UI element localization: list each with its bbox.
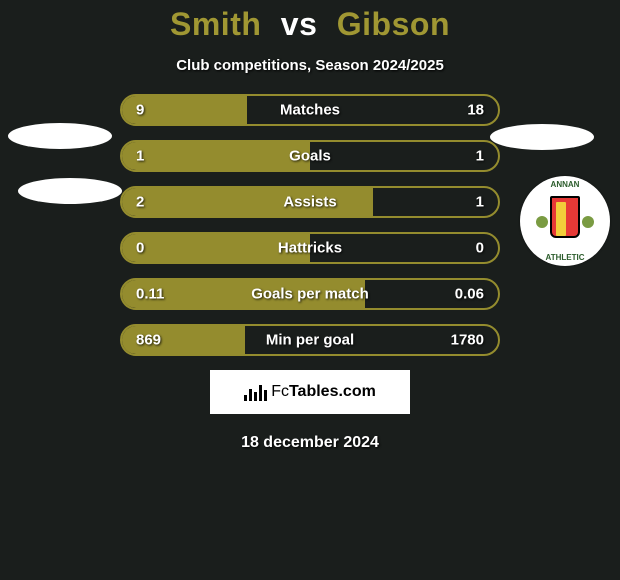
badge-thistle-right — [582, 216, 594, 228]
comparison-title: Smith vs Gibson — [0, 0, 620, 43]
stat-label: Min per goal — [122, 332, 498, 349]
badge-bottom-text: ATHLETIC — [520, 253, 610, 262]
brand-bars-icon — [244, 383, 267, 401]
stat-label: Goals — [122, 148, 498, 165]
subtitle: Club competitions, Season 2024/2025 — [0, 57, 620, 74]
brand-prefix: Fc — [271, 383, 289, 400]
stat-row: 869Min per goal1780 — [120, 324, 500, 356]
player2-club-badge: ANNAN ATHLETIC — [520, 176, 610, 266]
brand-box[interactable]: FcTables.com — [210, 370, 410, 414]
brand-text: FcTables.com — [271, 383, 376, 401]
stat-row: 0Hattricks0 — [120, 232, 500, 264]
vs-label: vs — [281, 6, 318, 42]
stat-row: 9Matches18 — [120, 94, 500, 126]
stat-row: 2Assists1 — [120, 186, 500, 218]
stat-row: 0.11Goals per match0.06 — [120, 278, 500, 310]
stat-value-right: 1780 — [451, 332, 484, 349]
badge-thistle-left — [536, 216, 548, 228]
player1-name: Smith — [170, 6, 261, 42]
badge-inner — [534, 186, 596, 256]
badge-shield — [550, 196, 580, 238]
stats-container: 9Matches181Goals12Assists10Hattricks00.1… — [120, 94, 500, 356]
stat-value-right: 1 — [476, 148, 484, 165]
date-label: 18 december 2024 — [0, 434, 620, 452]
stat-label: Goals per match — [122, 286, 498, 303]
player1-badge-placeholder-1 — [8, 123, 112, 149]
brand-main: Tables.com — [289, 383, 376, 400]
player2-badge-placeholder-1 — [490, 124, 594, 150]
stat-value-right: 0 — [476, 240, 484, 257]
stat-value-right: 1 — [476, 194, 484, 211]
stat-label: Assists — [122, 194, 498, 211]
player2-name: Gibson — [337, 6, 450, 42]
stat-label: Hattricks — [122, 240, 498, 257]
player1-badge-placeholder-2 — [18, 178, 122, 204]
stat-label: Matches — [122, 102, 498, 119]
stat-value-right: 0.06 — [455, 286, 484, 303]
stat-value-right: 18 — [467, 102, 484, 119]
stat-row: 1Goals1 — [120, 140, 500, 172]
